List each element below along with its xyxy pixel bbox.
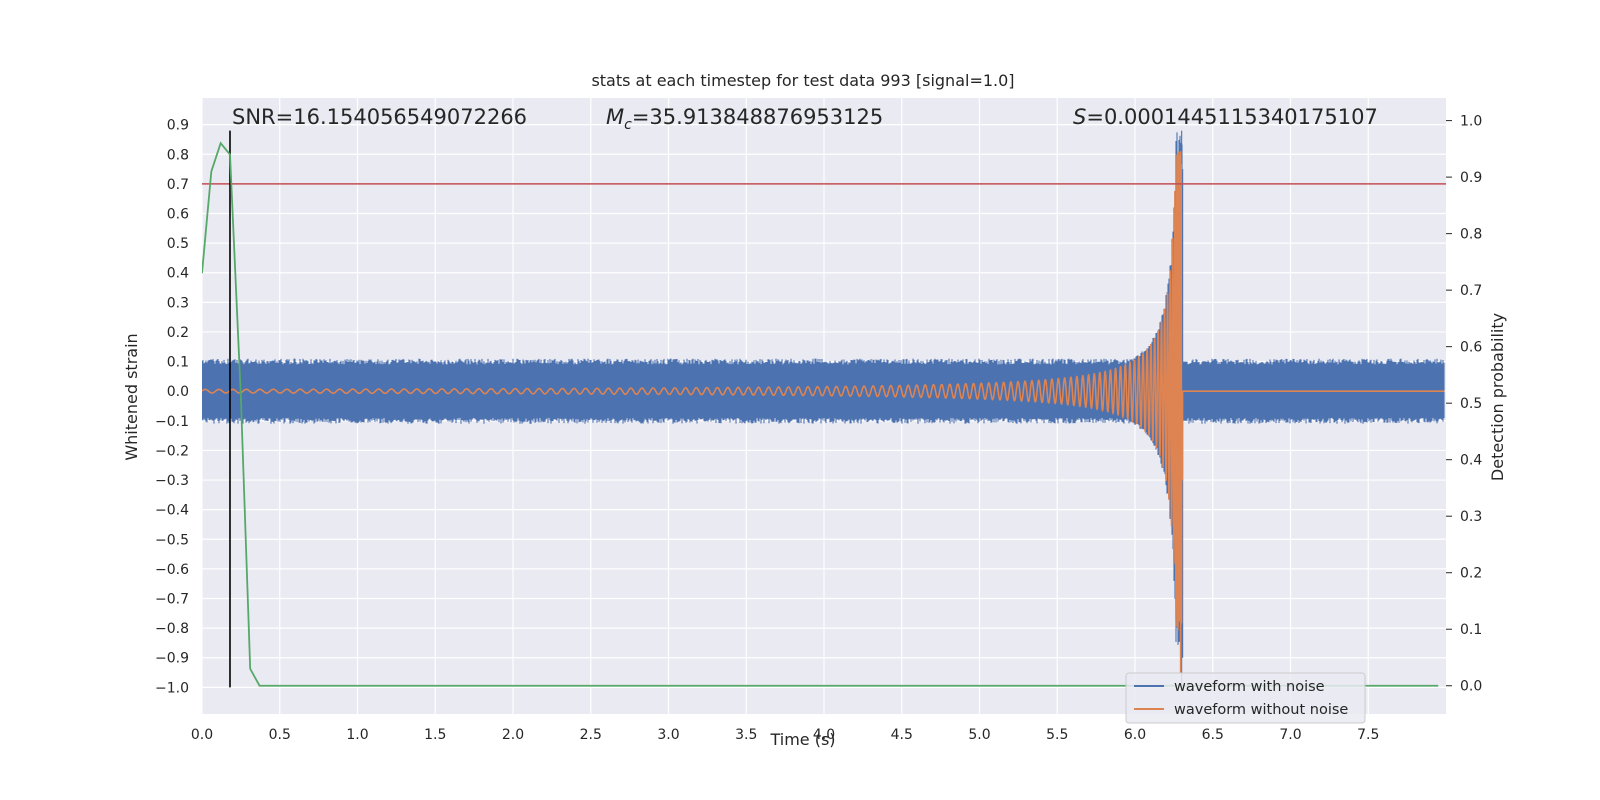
y2-tick-label: 0.0 [1460,679,1482,695]
y-tick-label: 0.7 [167,177,189,193]
s-annotation: S=0.0001445115340175107 [1073,105,1378,129]
chart-title: stats at each timestep for test data 993… [591,71,1014,90]
y-tick-label: −0.5 [155,532,189,548]
x-tick-label: 7.5 [1357,727,1379,743]
x-tick-label: 3.5 [735,727,757,743]
y-tick-label: −0.9 [155,651,189,667]
y-tick-label: 0.5 [167,236,189,252]
waveform-without-noise-line [202,151,1445,673]
y-tick-label: −0.8 [155,621,189,637]
ticks: 0.0 0.5 1.0 1.5 2.0 2.5 3.0 3.5 4.0 4.5 5.0 5.5 6.0 6… [155,114,1482,743]
snr-annotation: SNR=16.154056549072266 [232,105,527,129]
x-tick-label: 5.5 [1046,727,1068,743]
x-tick-label: 3.0 [657,727,679,743]
y-tick-label: −0.2 [155,443,189,459]
legend-label-clean: waveform without noise [1174,702,1348,718]
y-tick-label: 0.8 [167,147,189,163]
y2-tick-label: 1.0 [1460,114,1482,130]
y-tick-label: 0.2 [167,325,189,341]
y-tick-label: −0.1 [155,414,189,430]
x-tick-label: 6.5 [1202,727,1224,743]
y2-axis-label: Detection probability [1488,313,1507,481]
x-axis-label: Time (s) [769,730,835,749]
y-tick-label: 0.3 [167,295,189,311]
y-tick-label: −0.6 [155,562,189,578]
x-tick-label: 4.5 [891,727,913,743]
y-tick-label: −0.7 [155,592,189,608]
y2-tick-label: 0.8 [1460,227,1482,243]
y2-tick-label: 0.6 [1460,340,1482,356]
x-tick-label: 7.0 [1279,727,1301,743]
legend-label-noise: waveform with noise [1174,679,1325,695]
y-tick-label: 0.6 [167,207,189,223]
y-tick-label: −1.0 [155,680,189,696]
y2-tick-label: 0.3 [1460,509,1482,525]
x-tick-label: 5.0 [968,727,990,743]
legend-box [1125,672,1366,724]
y2-tick-label: 0.2 [1460,566,1482,582]
x-tick-label: 2.5 [580,727,602,743]
y2-tick-label: 0.4 [1460,453,1482,469]
y-tick-label: 0.1 [167,355,189,371]
mc-annotation: Mc=35.913848876953125 [606,105,883,133]
y2-tick-label: 0.9 [1460,170,1482,186]
x-tick-label: 6.0 [1124,727,1146,743]
x-tick-label: 0.5 [269,727,291,743]
y-axis-label: Whitened strain [122,333,141,460]
y-tick-label: 0.9 [167,118,189,134]
y2-tick-label: 0.1 [1460,622,1482,638]
x-tick-label: 0.0 [191,727,213,743]
x-tick-label: 1.0 [346,727,368,743]
y-tick-label: 0.4 [167,266,189,282]
y-tick-label: 0.0 [167,384,189,400]
y-tick-label: −0.3 [155,473,189,489]
detection-probability-line [202,141,1439,687]
x-tick-label: 1.5 [424,727,446,743]
series-layer [202,130,1446,688]
legend: waveform with noise waveform without noi… [1125,672,1366,724]
x-tick-label: 4.0 [813,727,835,743]
y-tick-label: −0.4 [155,503,189,519]
y2-tick-label: 0.5 [1460,396,1482,412]
x-tick-label: 2.0 [502,727,524,743]
y2-tick-label: 0.7 [1460,283,1482,299]
